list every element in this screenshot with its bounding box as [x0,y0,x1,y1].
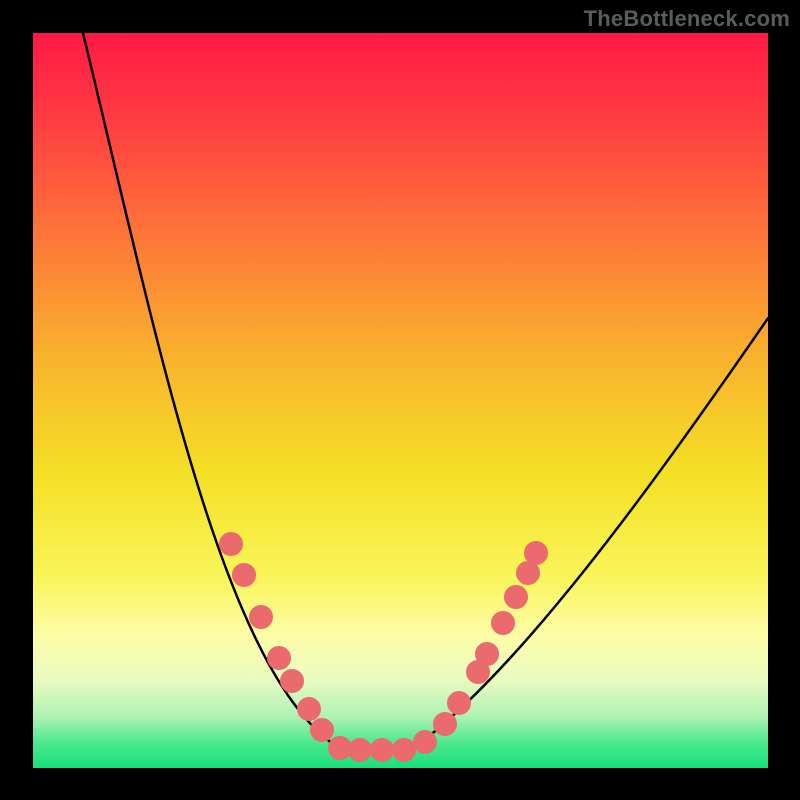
data-marker [219,532,243,556]
data-marker [267,646,291,670]
data-marker [232,563,256,587]
data-marker [433,712,457,736]
data-marker [249,605,273,629]
stage: TheBottleneck.com [0,0,800,800]
data-marker [370,738,394,762]
data-marker [348,738,372,762]
data-marker [413,730,437,754]
marker-layer [33,33,768,768]
data-marker [447,691,471,715]
plot-area [33,33,768,768]
watermark-text: TheBottleneck.com [584,6,790,32]
data-marker [524,541,548,565]
data-marker [280,669,304,693]
data-marker [491,611,515,635]
data-marker [475,642,499,666]
data-marker [504,585,528,609]
data-marker [310,718,334,742]
